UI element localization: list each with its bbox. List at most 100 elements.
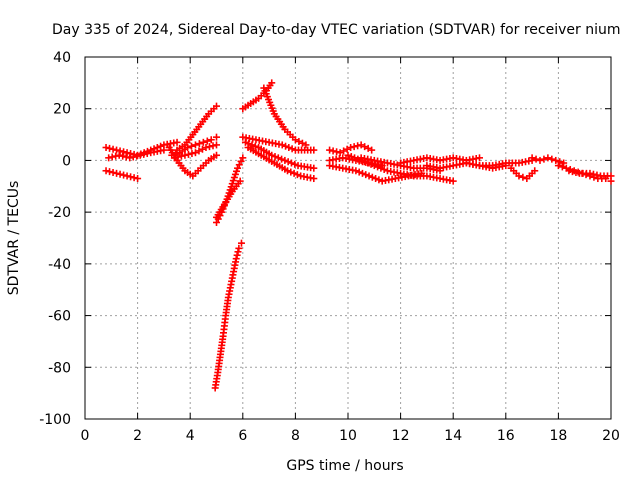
data-point-sat-n bbox=[287, 159, 295, 167]
data-point-sat-s bbox=[377, 164, 385, 172]
data-point-sat-c bbox=[136, 151, 144, 159]
data-point-sat-g bbox=[170, 154, 178, 162]
data-point-sat-s bbox=[344, 151, 352, 159]
x-tick-label: 2 bbox=[133, 428, 142, 444]
data-point-sat-n bbox=[251, 142, 259, 150]
data-point-sat-p bbox=[368, 146, 376, 154]
y-tick-label: 40 bbox=[53, 50, 71, 66]
data-point-sat-y bbox=[548, 155, 556, 163]
data-point-sat-x bbox=[515, 172, 523, 180]
data-point-sat-c bbox=[115, 151, 123, 159]
y-tick-label: -20 bbox=[48, 205, 71, 221]
data-point-sat-r bbox=[352, 167, 360, 175]
data-point-sat-g bbox=[184, 150, 192, 158]
data-point-sat-b bbox=[120, 171, 128, 179]
data-point-sat-l bbox=[295, 137, 303, 145]
data-point-sat-g bbox=[213, 141, 220, 149]
y-tick-label: -80 bbox=[48, 360, 71, 376]
data-point-sat-y bbox=[540, 155, 548, 163]
data-point-sat-o bbox=[287, 168, 295, 176]
data-point-sat-a bbox=[120, 148, 128, 156]
data-point-sat-g bbox=[191, 149, 199, 157]
data-point-sat-c bbox=[112, 152, 120, 160]
x-tick-label: 16 bbox=[497, 428, 515, 444]
data-point-sat-r bbox=[372, 175, 380, 183]
data-point-sat-g bbox=[188, 150, 196, 158]
data-point-sat-o bbox=[293, 171, 301, 179]
y-tick-label: 0 bbox=[62, 153, 71, 169]
data-point-sat-y bbox=[560, 159, 568, 167]
data-point-sat-m bbox=[285, 144, 293, 151]
data-point-sat-n bbox=[278, 155, 286, 163]
x-tick-label: 6 bbox=[238, 428, 247, 444]
data-point-sat-p bbox=[354, 142, 362, 150]
data-point-sat-x bbox=[519, 173, 527, 181]
data-point-sat-a bbox=[173, 138, 181, 146]
grid bbox=[85, 57, 611, 419]
data-point-sat-p bbox=[340, 147, 348, 155]
data-point-sat-g bbox=[177, 152, 185, 160]
data-point-sat-s bbox=[347, 153, 355, 161]
x-tick-label: 12 bbox=[392, 428, 410, 444]
data-point-sat-j bbox=[233, 251, 241, 259]
data-point-sat-p bbox=[364, 144, 372, 152]
data-point-sat-j bbox=[237, 239, 245, 247]
data-point-sat-p bbox=[347, 144, 355, 151]
y-tick-label: -60 bbox=[48, 309, 71, 325]
data-point-sat-b bbox=[123, 172, 131, 180]
data-point-sat-p bbox=[326, 146, 334, 154]
data-point-sat-c bbox=[143, 150, 151, 158]
data-point-sat-y bbox=[532, 155, 540, 163]
data-point-sat-r bbox=[368, 173, 376, 181]
data-point-sat-n bbox=[281, 156, 289, 164]
data-point-sat-g bbox=[195, 147, 203, 155]
data-point-sat-m bbox=[282, 142, 290, 150]
data-point-sat-b bbox=[130, 174, 138, 182]
data-point-sat-a bbox=[102, 144, 110, 151]
data-point-sat-l bbox=[302, 141, 310, 149]
data-point-sat-g bbox=[205, 143, 213, 151]
data-point-sat-za bbox=[593, 171, 601, 179]
data-point-sat-n bbox=[291, 160, 299, 168]
x-tick-label: 4 bbox=[186, 428, 195, 444]
data-point-sat-b bbox=[102, 167, 110, 175]
data-point-sat-n bbox=[248, 141, 256, 149]
y-tick-label: -40 bbox=[48, 257, 71, 273]
data-point-sat-z bbox=[554, 162, 562, 170]
data-point-sat-k bbox=[268, 79, 276, 87]
data-point-sat-o bbox=[310, 175, 318, 183]
x-tick-label: 8 bbox=[291, 428, 300, 444]
data-point-sat-g bbox=[198, 145, 206, 153]
data-point-sat-a bbox=[123, 149, 131, 157]
data-point-sat-m bbox=[310, 146, 318, 154]
x-tick-label: 20 bbox=[602, 428, 620, 444]
axis-ticks: 0 2 4 6 8 10 12 14 16 18 20 -100 -80 -60 -40 -20 0 20 40 bbox=[39, 50, 620, 444]
data-point-sat-e bbox=[213, 133, 220, 141]
data-point-sat-e bbox=[203, 137, 211, 145]
data-point-sat-j bbox=[234, 248, 242, 256]
data-point-sat-l bbox=[298, 139, 306, 147]
data-point-sat-a bbox=[113, 146, 121, 154]
data-point-sat-a bbox=[106, 144, 114, 152]
data-point-sat-za bbox=[568, 168, 576, 176]
data-point-sat-n bbox=[241, 138, 249, 146]
data-point-sat-g bbox=[174, 153, 182, 161]
data-point-sat-z bbox=[558, 163, 566, 171]
x-tick-label: 10 bbox=[339, 428, 357, 444]
data-point-sat-c bbox=[160, 146, 168, 154]
data-point-sat-y bbox=[528, 154, 536, 162]
data-point-sat-r bbox=[355, 168, 363, 176]
data-points bbox=[102, 79, 615, 392]
data-point-sat-y bbox=[552, 156, 560, 164]
data-point-sat-y bbox=[544, 154, 552, 162]
y-tick-label: 20 bbox=[53, 102, 71, 118]
data-point-sat-c bbox=[129, 153, 137, 161]
data-point-sat-u bbox=[476, 154, 483, 162]
data-point-sat-s bbox=[380, 165, 388, 173]
data-point-sat-i bbox=[236, 177, 244, 185]
data-point-sat-s bbox=[449, 177, 457, 185]
data-point-sat-b bbox=[106, 168, 114, 176]
data-point-sat-c bbox=[122, 153, 130, 161]
data-point-sat-e bbox=[191, 141, 199, 149]
